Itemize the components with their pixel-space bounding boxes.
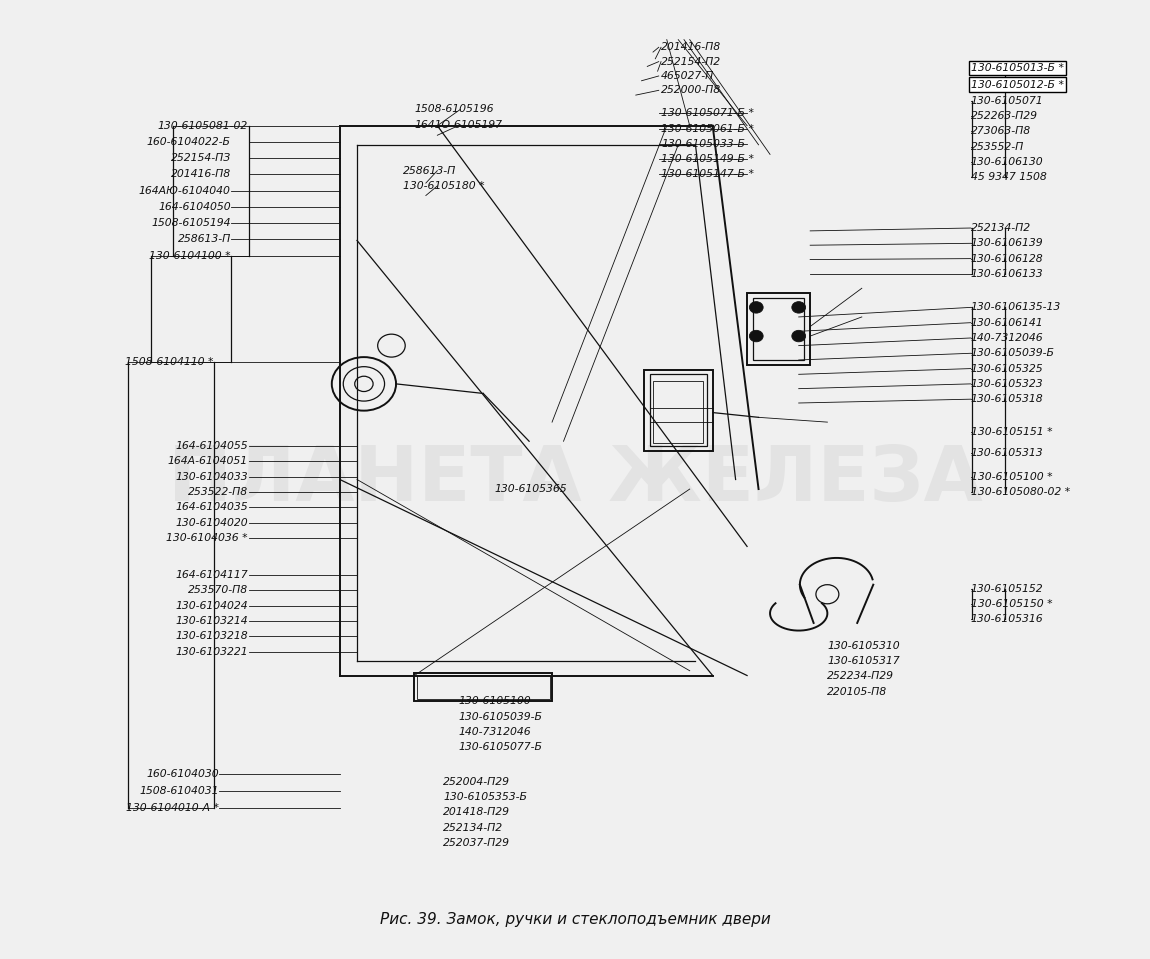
Text: 130-6105039-Б: 130-6105039-Б <box>458 712 542 721</box>
Text: 253552-П: 253552-П <box>971 142 1024 152</box>
Text: 130-6105039-Б: 130-6105039-Б <box>971 348 1055 359</box>
Text: 253570-П8: 253570-П8 <box>187 585 248 596</box>
Text: 201416-П8: 201416-П8 <box>170 170 231 179</box>
Text: 1508-6104110 *: 1508-6104110 * <box>125 357 214 367</box>
Text: 130-6106128: 130-6106128 <box>971 253 1043 264</box>
Text: 130-6105013-Б *: 130-6105013-Б * <box>971 63 1064 73</box>
Text: 160-6104022-Б: 160-6104022-Б <box>147 137 231 147</box>
Circle shape <box>792 302 806 314</box>
Text: 45 9347 1508: 45 9347 1508 <box>971 173 1046 182</box>
Text: 252263-П29: 252263-П29 <box>971 111 1037 121</box>
Text: 273063-П8: 273063-П8 <box>971 127 1030 136</box>
Bar <box>650 374 707 446</box>
Text: 130-6105071-Б *: 130-6105071-Б * <box>661 108 754 118</box>
Text: 164АЮ-6104040: 164АЮ-6104040 <box>139 186 231 196</box>
Text: 252154-П2: 252154-П2 <box>661 57 721 66</box>
Text: 130-6104010-А *: 130-6104010-А * <box>126 804 220 813</box>
Text: 130-6104036 *: 130-6104036 * <box>167 533 248 543</box>
Text: ПЛАНЕТА ЖЕЛЕЗА: ПЛАНЕТА ЖЕЛЕЗА <box>168 442 982 517</box>
Text: 252134-П2: 252134-П2 <box>971 223 1030 233</box>
Text: 130-6103214: 130-6103214 <box>176 616 248 626</box>
Text: 140-7312046: 140-7312046 <box>458 727 530 737</box>
Text: 130-6105316: 130-6105316 <box>971 614 1043 624</box>
Text: 201416-П8: 201416-П8 <box>661 42 721 53</box>
Text: 130-6105100: 130-6105100 <box>458 696 530 707</box>
Text: 130-6105152: 130-6105152 <box>971 583 1043 594</box>
Text: 164-6104055: 164-6104055 <box>176 441 248 451</box>
Text: 164-6104117: 164-6104117 <box>176 570 248 580</box>
Text: 130-6105147-Б *: 130-6105147-Б * <box>661 170 754 179</box>
Text: 130-6105012-Б *: 130-6105012-Б * <box>971 80 1064 89</box>
Text: 130-6105310: 130-6105310 <box>827 641 900 651</box>
Text: 130-6104100 *: 130-6104100 * <box>150 250 231 261</box>
Text: 130-6103218: 130-6103218 <box>176 631 248 642</box>
Text: 130-6106130: 130-6106130 <box>971 157 1043 167</box>
Text: 253522-П8: 253522-П8 <box>187 487 248 497</box>
Text: 220105-П8: 220105-П8 <box>827 687 888 697</box>
Text: 130-6105149-Б *: 130-6105149-Б * <box>661 154 754 164</box>
Text: 130-6105318: 130-6105318 <box>971 394 1043 404</box>
Text: 130-6105325: 130-6105325 <box>971 363 1043 374</box>
Text: 258613-П: 258613-П <box>402 166 457 175</box>
Bar <box>748 293 811 364</box>
Bar <box>753 298 805 360</box>
Text: 130-6105100 *: 130-6105100 * <box>971 472 1052 481</box>
Text: 130-6105081-02: 130-6105081-02 <box>158 121 248 130</box>
Text: 140-7312046: 140-7312046 <box>971 333 1043 343</box>
Text: 130-6105323: 130-6105323 <box>971 379 1043 389</box>
Text: 130-6105071: 130-6105071 <box>971 96 1043 105</box>
Text: 1508-6105196: 1508-6105196 <box>414 105 493 114</box>
Text: 130-6105033-Б: 130-6105033-Б <box>661 139 745 149</box>
Text: 252037-П29: 252037-П29 <box>443 838 511 848</box>
Circle shape <box>750 302 764 314</box>
Text: 130-6105180 *: 130-6105180 * <box>402 181 484 191</box>
Text: 201418-П29: 201418-П29 <box>443 807 511 817</box>
Text: 130-6105317: 130-6105317 <box>827 656 900 667</box>
Text: 130-6105313: 130-6105313 <box>971 448 1043 457</box>
Bar <box>416 674 550 699</box>
Text: 252000-П8: 252000-П8 <box>661 85 721 95</box>
Text: 130-6103221: 130-6103221 <box>176 646 248 657</box>
Text: 164-6104035: 164-6104035 <box>176 503 248 512</box>
Text: 130-6104020: 130-6104020 <box>176 518 248 527</box>
Text: 130-6104033: 130-6104033 <box>176 472 248 481</box>
Text: 252154-ПЗ: 252154-ПЗ <box>170 153 231 163</box>
Text: 164А-6104051: 164А-6104051 <box>168 456 248 466</box>
Text: 130-6105077-Б: 130-6105077-Б <box>458 742 542 752</box>
Text: 130-6106135-13: 130-6106135-13 <box>971 302 1061 313</box>
Bar <box>644 369 713 451</box>
Text: 252004-П29: 252004-П29 <box>443 777 511 786</box>
Text: 130-6106133: 130-6106133 <box>971 269 1043 279</box>
Text: 130-6105151 *: 130-6105151 * <box>971 427 1052 436</box>
Text: 164-6104050: 164-6104050 <box>159 202 231 212</box>
Text: 1508-6104031: 1508-6104031 <box>140 786 220 796</box>
Bar <box>653 381 704 443</box>
Text: 130-6105061-Б *: 130-6105061-Б * <box>661 124 754 133</box>
Text: Рис. 39. Замок, ручки и стеклоподъемник двери: Рис. 39. Замок, ручки и стеклоподъемник … <box>380 912 770 926</box>
Text: 130-6106139: 130-6106139 <box>971 239 1043 248</box>
Text: 252234-П29: 252234-П29 <box>827 671 895 682</box>
Text: 130-6105150 *: 130-6105150 * <box>971 598 1052 609</box>
Text: 130-6105353-Б: 130-6105353-Б <box>443 792 527 802</box>
Text: 160-6104030: 160-6104030 <box>147 769 220 779</box>
Text: 252134-П2: 252134-П2 <box>443 823 504 832</box>
Text: 465027-П: 465027-П <box>661 71 714 81</box>
Circle shape <box>792 330 806 341</box>
Bar <box>414 672 552 701</box>
Circle shape <box>750 330 764 341</box>
Text: 130-6106141: 130-6106141 <box>971 317 1043 328</box>
Text: 130-6104024: 130-6104024 <box>176 600 248 611</box>
Text: 1508-6105194: 1508-6105194 <box>152 219 231 228</box>
Text: 130-6105080-02 *: 130-6105080-02 * <box>971 487 1070 497</box>
Text: 1641О-6105197: 1641О-6105197 <box>414 120 503 129</box>
Text: 258613-П: 258613-П <box>177 235 231 245</box>
Text: 130-6105365: 130-6105365 <box>494 484 567 494</box>
